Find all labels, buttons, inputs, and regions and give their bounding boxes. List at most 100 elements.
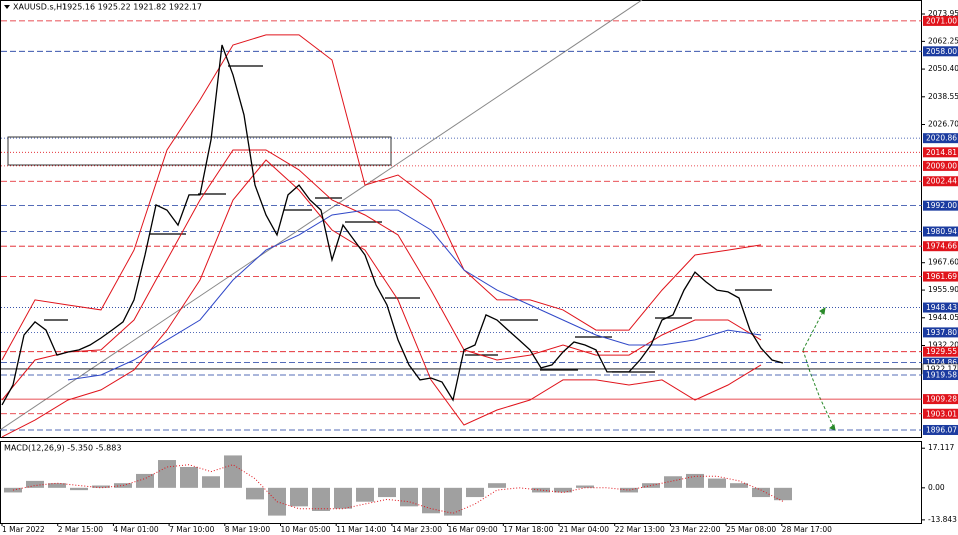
x-tick-label: 11 Mar 14:00 [336,525,386,534]
y-tick-label: 1967.60 [928,258,958,267]
macd-bar [180,466,198,488]
macd-bar [466,487,484,498]
y-tick-label: 2050.40 [928,64,958,73]
y-tick-label: 2073.95 [928,9,958,18]
x-tick-label: 23 Mar 22:00 [670,525,720,534]
macd-bar [290,487,308,507]
level-tag [923,327,958,338]
y-tick-label: 2038.55 [928,92,958,101]
macd-bar [576,485,594,488]
macd-bar [488,483,506,488]
level-label: 2002.44 [926,177,957,186]
level-label: 2014.81 [926,148,957,157]
x-tick-label: 14 Mar 23:00 [392,525,442,534]
macd-bar [752,487,770,498]
x-tick-label: 10 Mar 05:00 [281,525,331,534]
level-label: 1992.00 [926,201,957,210]
macd-bar [312,487,330,511]
level-label: 2009.00 [926,161,957,170]
trend-line [0,0,643,431]
price-line [1,44,784,406]
y-tick-label: 2026.70 [928,120,958,129]
level-label: 1922.17 [926,364,957,373]
collapse-icon[interactable] [4,5,10,9]
level-tag [923,176,958,187]
macd-title: MACD(12,26,9) -5.350 -5.883 [4,444,121,453]
macd-bar [136,473,154,488]
forecast-arrows [802,307,836,431]
macd-bar [70,487,88,491]
level-label: 1937.80 [926,328,957,337]
level-label: 1948.43 [926,303,957,312]
macd-bar [26,480,44,488]
macd-bar [444,487,462,516]
macd-bar [730,483,748,488]
macd-bar [708,478,726,488]
level-tag [923,226,958,237]
y-tick-label: 1932.20 [928,340,958,349]
band-line [67,209,762,381]
level-tag [923,133,958,144]
price-frame [0,0,922,438]
level-tag [923,346,958,357]
band-line [1,159,762,438]
ohlc-readout: 1925.16 1925.22 1921.82 1922.17 [62,3,202,12]
x-tick-label: 22 Mar 13:00 [615,525,665,534]
macd-frame [0,441,922,524]
level-tag [923,200,958,211]
macd-bar [48,483,66,488]
level-tag [923,394,958,405]
level-label: 1919.58 [926,371,957,380]
macd-bar [554,487,572,493]
level-tag [923,424,958,435]
y-tick-label: 0.00 [928,483,945,492]
chart-title: XAUUSD.s,H1 [13,3,67,12]
macd-bar [334,487,352,509]
macd-bar [422,487,440,514]
y-tick-label: 2062.25 [928,36,958,45]
y-tick-label: -13.843 [928,515,957,524]
x-tick-label: 28 Mar 17:00 [782,525,832,534]
macd-bar [664,476,682,488]
level-tag [923,241,958,252]
level-tag [923,15,958,26]
y-tick-label: 17.117 [928,443,954,452]
macd-bar [378,487,396,498]
level-tag [923,271,958,282]
x-tick-label: 16 Mar 09:00 [448,525,498,534]
macd-bar [4,487,22,493]
macd-bar [92,485,110,488]
level-tag [923,370,958,381]
signal-line [12,464,784,514]
x-tick-label: 8 Mar 19:00 [225,525,271,534]
macd-bar [158,460,176,488]
level-label: 1974.66 [926,242,957,251]
x-tick-label: 2 Mar 15:00 [58,525,104,534]
range-box [7,136,392,166]
x-tick-label: 21 Mar 04:00 [559,525,609,534]
macd-bar [202,476,220,488]
macd-bar [686,473,704,488]
band-line [1,149,762,401]
level-label: 1980.94 [926,227,957,236]
level-label: 1961.69 [926,272,957,281]
level-label: 2071.00 [926,16,957,25]
x-tick-label: 4 Mar 01:00 [113,525,159,534]
band-line [1,34,762,361]
level-tag [923,147,958,158]
macd-bar [400,487,418,507]
level-tag [923,408,958,419]
level-label: 1896.07 [926,425,957,434]
level-label: 1909.28 [926,395,957,404]
level-tag [923,302,958,313]
level-tag [923,46,958,57]
macd-bar [620,487,638,493]
level-label: 2020.86 [926,134,957,143]
x-tick-label: 1 Mar 2022 [2,525,45,534]
y-tick-label: 1944.05 [928,313,958,322]
macd-bar [356,487,374,502]
macd-bar [642,483,660,488]
x-tick-label: 25 Mar 08:00 [726,525,776,534]
macd-bar [774,487,792,501]
